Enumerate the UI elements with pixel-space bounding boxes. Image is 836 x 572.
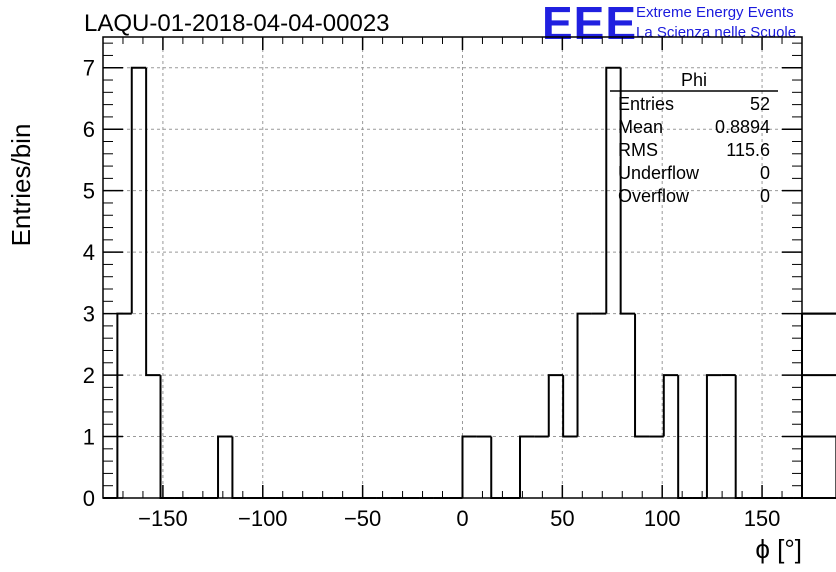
histogram-bin [662,374,679,437]
x-tick-label: −150 [138,506,188,531]
stats-row-label: Entries [618,94,674,114]
frame-layer [102,36,803,499]
stats-row-label: Underflow [618,163,700,183]
y-tick-label: 1 [83,425,95,450]
x-tick-label: 0 [456,506,468,531]
histogram-bin [634,313,650,438]
histogram-bin [576,312,592,437]
plot-title: LAQU-01-2018-04-04-00023 [84,10,390,37]
histogram-bin [802,497,836,499]
x-tick-label: 100 [644,506,681,531]
histogram-bin [130,66,147,314]
y-tick-label: 7 [83,56,95,81]
stats-rows: Entries 52 Mean 0.8894 RMS 115.6 Underflow 0 Ove… [618,94,770,206]
stats-row-value: 0 [760,163,770,183]
stats-row-value: 115.6 [726,140,770,160]
histogram-bin [605,66,621,314]
stats-row-value: 0.8894 [715,117,770,137]
stats-row-label: Overflow [618,186,690,206]
eee-logo: EEE [542,0,638,49]
y-tick-label: 6 [83,117,95,142]
y-tick-label: 4 [83,240,95,265]
y-tick-label: 2 [83,363,95,388]
histogram-bin [802,435,836,438]
plot-frame [102,36,803,499]
histogram-bin [802,497,836,499]
histogram-bin [490,436,506,499]
stats-title: Phi [681,70,707,90]
x-axis-label: ϕ [°] [755,534,802,564]
logo-caption-line1: Extreme Energy Events [636,4,794,21]
histogram-bin [802,497,836,499]
histogram-bin [802,435,836,438]
histogram-bin [802,312,836,315]
stats-row-label: RMS [618,140,658,160]
histogram-bin [145,67,161,377]
stats-row-label: Mean [618,117,663,137]
histogram-bin [519,435,535,498]
histogram-bin [562,375,578,438]
x-tick-label: −100 [238,506,288,531]
x-tick-label: 50 [550,506,574,531]
x-tick-label: 150 [744,506,781,531]
x-tick-label: −50 [344,506,381,531]
histogram-bin [231,436,247,499]
grid-layer [103,37,802,498]
y-tick-label: 5 [83,179,95,204]
y-tick-label: 3 [83,302,95,327]
stats-box: Phi Entries 52 Mean 0.8894 RMS 115.6 Underflow… [610,70,778,206]
histogram-bin [461,435,477,498]
histogram-bin [802,374,836,377]
y-tick-label: 0 [83,486,95,511]
histogram-bin [802,435,836,438]
histogram-bin [705,374,722,498]
histogram-bin [802,435,836,498]
ticks-layer: −150 −100 −50 0 50 100 150 0 1 2 3 4 5 6 7 [83,37,803,531]
stats-row-value: 52 [750,94,770,114]
histogram-bin [547,374,564,437]
stats-row-value: 0 [760,186,770,206]
histogram-bin [116,312,132,498]
histogram-bin [217,435,233,498]
histogram-bin [619,67,636,315]
